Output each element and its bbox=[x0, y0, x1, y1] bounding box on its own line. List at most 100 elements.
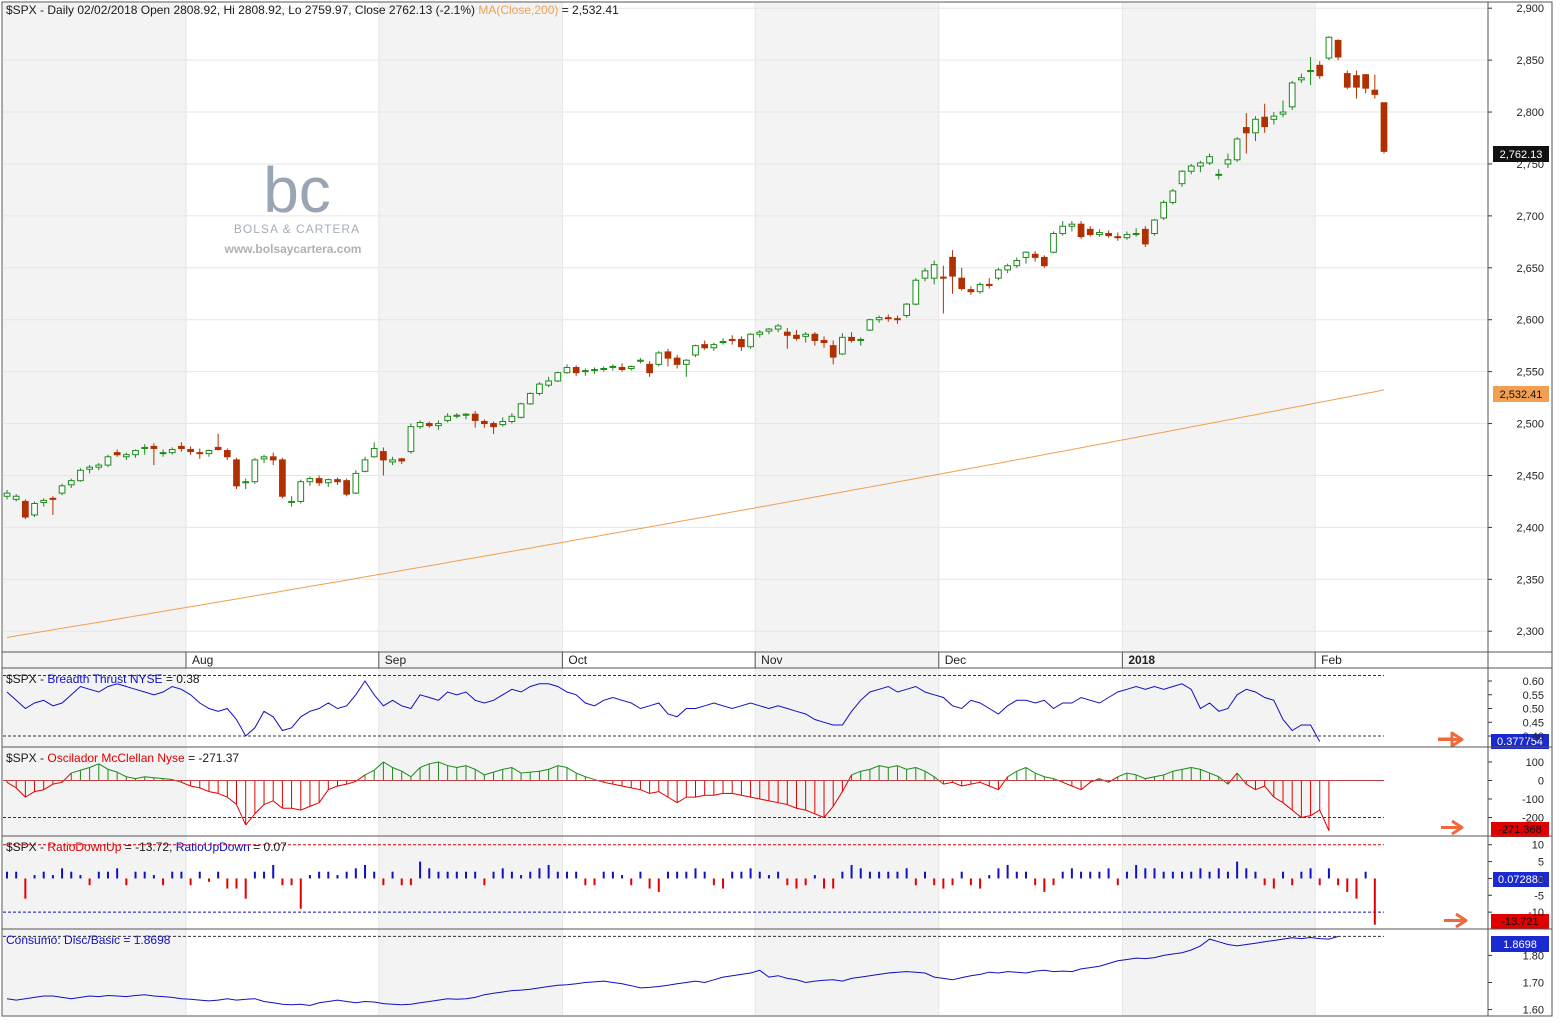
candle-body bbox=[315, 478, 323, 484]
candle-body bbox=[912, 279, 920, 305]
candle-body bbox=[1031, 253, 1039, 258]
candle-body bbox=[1242, 127, 1250, 134]
mcclellan-line bbox=[832, 791, 843, 807]
candle-body bbox=[536, 383, 543, 394]
candle-body bbox=[122, 454, 130, 458]
candle bbox=[1004, 263, 1011, 273]
mcclellan-line bbox=[429, 761, 439, 765]
candle bbox=[591, 367, 598, 374]
candle bbox=[738, 336, 745, 351]
candle-body bbox=[1325, 36, 1333, 59]
candle bbox=[1050, 231, 1057, 254]
candle-body bbox=[223, 450, 231, 458]
mcclellan-line bbox=[1172, 768, 1183, 772]
candle bbox=[1206, 153, 1213, 165]
mcclellan-line bbox=[750, 796, 760, 800]
candle bbox=[1307, 56, 1314, 86]
y-tick-label: 2,650 bbox=[1516, 263, 1544, 275]
candle-body bbox=[1132, 233, 1140, 236]
mcclellan-line bbox=[254, 804, 265, 815]
consumo-header-label: Consumo: Disc/Basic bbox=[6, 933, 120, 947]
mcclellan-line bbox=[732, 792, 742, 796]
candle bbox=[150, 443, 158, 466]
mcclellan-line bbox=[768, 800, 779, 804]
candle bbox=[3, 490, 11, 500]
flag-breadth-text: 0.377754 bbox=[1497, 736, 1543, 748]
candle-body bbox=[1233, 138, 1241, 161]
candle bbox=[1343, 70, 1351, 90]
mcclellan-line bbox=[841, 774, 852, 792]
candle bbox=[370, 442, 378, 458]
candle-body bbox=[517, 403, 525, 418]
candle-body bbox=[563, 366, 571, 374]
candle bbox=[279, 457, 286, 499]
candle-body bbox=[600, 368, 608, 371]
mcclellan-line bbox=[979, 781, 990, 787]
candle bbox=[857, 337, 865, 346]
arrow-icon-breadth[interactable] bbox=[1438, 731, 1464, 748]
candle-body bbox=[1316, 64, 1324, 77]
candle-body bbox=[618, 366, 626, 371]
mcclellan-line bbox=[612, 783, 623, 787]
ratio-header-down-value: = -13.72 bbox=[121, 840, 169, 854]
mcclellan-header-label: Oscilador McClellan Nyse bbox=[47, 751, 185, 765]
flag-last-close: 2,762.13 bbox=[1493, 146, 1549, 162]
candle bbox=[1316, 61, 1324, 79]
candle bbox=[361, 456, 369, 473]
arrow-icon-ratio[interactable] bbox=[1444, 912, 1468, 929]
main-header: $SPX - Daily 02/02/2018 Open 2808.92, Hi… bbox=[6, 3, 619, 17]
mcclellan-line bbox=[640, 789, 650, 794]
mcclellan-line bbox=[419, 763, 430, 768]
mcclellan-line bbox=[337, 783, 347, 787]
candle bbox=[875, 315, 883, 323]
mcclellan-line bbox=[1007, 770, 1018, 778]
mcclellan-line bbox=[1135, 774, 1146, 780]
main-header-symbol: $SPX bbox=[6, 3, 37, 17]
flag-last-close-text: 2,762.13 bbox=[1500, 149, 1543, 161]
candle bbox=[829, 340, 837, 365]
mcclellan-header-value: = -271.37 bbox=[185, 751, 240, 765]
candle bbox=[352, 470, 360, 495]
candle-body bbox=[1307, 69, 1314, 73]
candle bbox=[416, 420, 424, 429]
mcclellan-line bbox=[208, 791, 219, 794]
mcclellan-line bbox=[456, 765, 467, 769]
arrow-icon-mcclellan[interactable] bbox=[1441, 819, 1464, 836]
candle-body bbox=[839, 336, 846, 355]
mcclellan-line bbox=[43, 783, 54, 791]
candle-body bbox=[820, 339, 828, 344]
mcclellan-line bbox=[676, 796, 687, 804]
candle-body bbox=[1114, 236, 1122, 239]
mcclellan-header-symbol: $SPX bbox=[6, 751, 37, 765]
mcclellan-line bbox=[401, 770, 412, 778]
mcclellan-line bbox=[392, 767, 402, 772]
candle bbox=[719, 338, 727, 345]
candle bbox=[765, 328, 773, 335]
candle-body bbox=[324, 479, 332, 484]
candle-body bbox=[187, 449, 194, 453]
candle bbox=[1132, 228, 1140, 237]
candle bbox=[884, 314, 892, 322]
candle-body bbox=[196, 452, 204, 455]
mcclellan-line bbox=[126, 776, 136, 780]
mcclellan-line bbox=[713, 792, 724, 796]
candle bbox=[1233, 136, 1241, 162]
candle bbox=[499, 417, 507, 427]
candle-body bbox=[637, 359, 644, 362]
candle bbox=[1261, 103, 1269, 133]
candle-body bbox=[692, 345, 699, 356]
candle-body bbox=[646, 363, 653, 374]
mcclellan-line bbox=[1236, 772, 1247, 785]
ratio-header-down-label: RatioDownUp bbox=[47, 840, 121, 854]
candle bbox=[178, 442, 185, 452]
mcclellan-line bbox=[484, 771, 494, 776]
candle bbox=[903, 303, 910, 318]
candle bbox=[682, 359, 690, 377]
candle-body bbox=[985, 283, 993, 286]
month-band bbox=[378, 3, 563, 1015]
mcclellan-line bbox=[190, 785, 200, 789]
candle-body bbox=[444, 415, 451, 421]
breadth-header: $SPX - Breadth Thrust NYSE = 0.38 bbox=[6, 672, 200, 686]
mcclellan-line bbox=[1080, 781, 1091, 791]
consumo-line bbox=[6, 936, 1339, 1007]
